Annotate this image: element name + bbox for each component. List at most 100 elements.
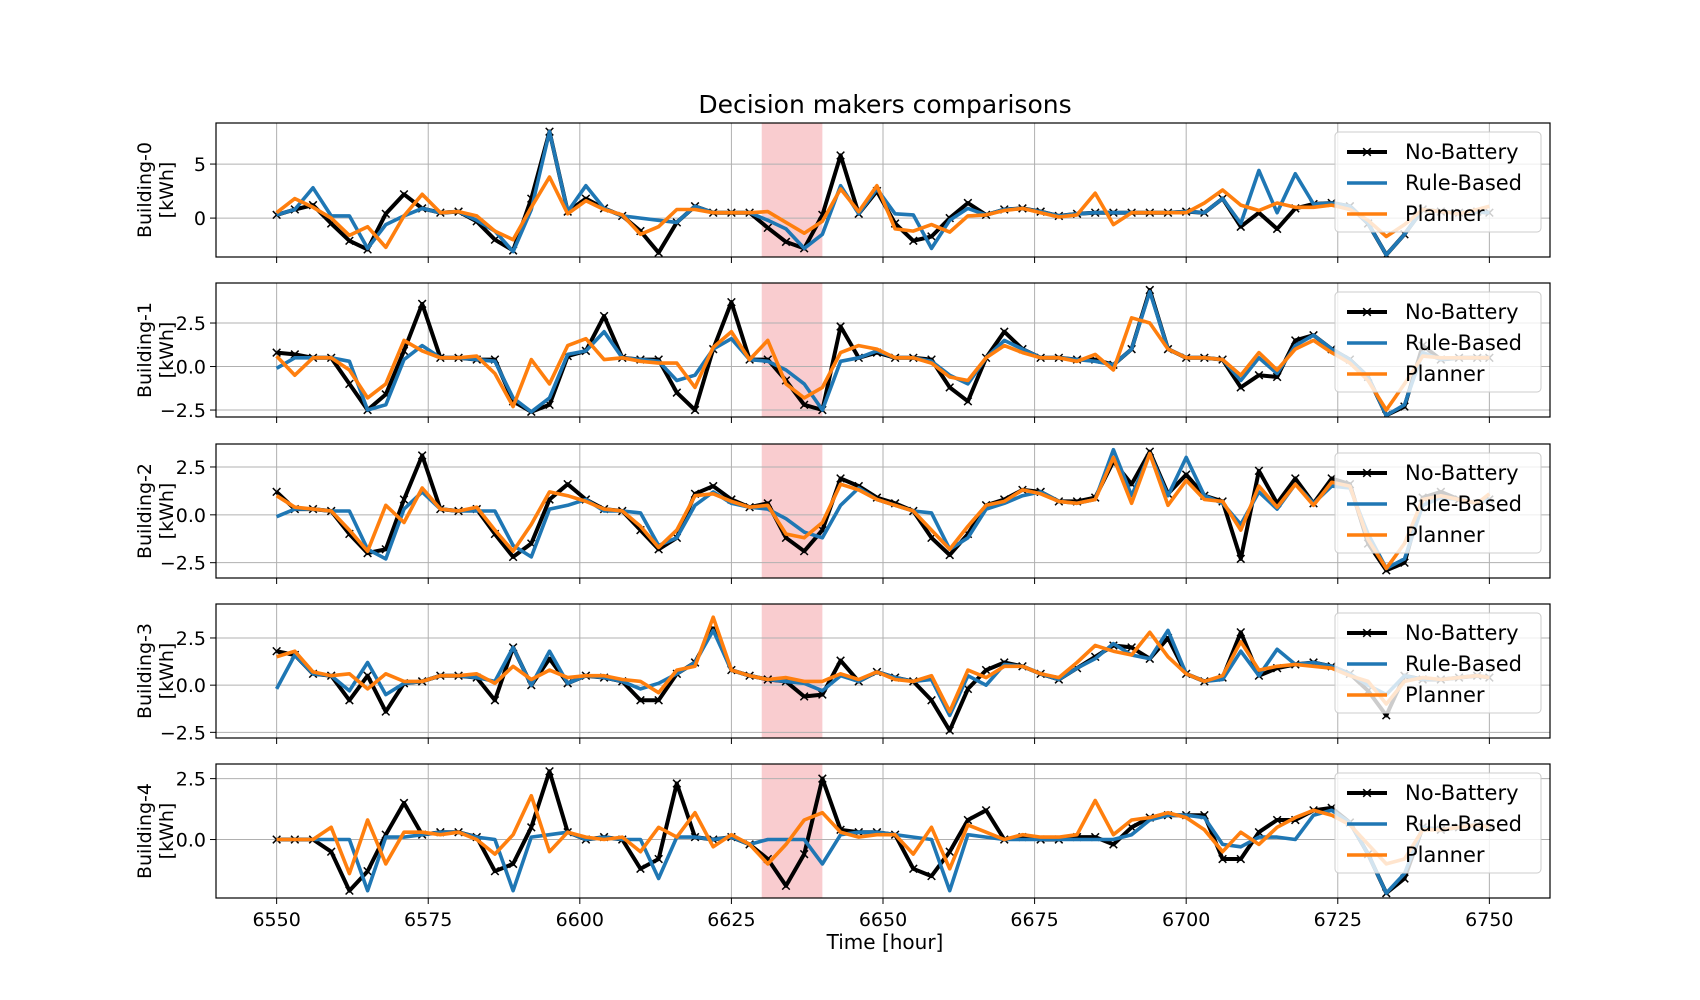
legend-label-rule-based: Rule-Based (1405, 171, 1522, 195)
x-tick-label: 6650 (859, 909, 907, 931)
data-point-marker (781, 237, 791, 247)
data-point-marker (981, 665, 991, 675)
data-point-marker (981, 805, 991, 815)
x-tick-label: 6575 (404, 909, 452, 931)
data-point-marker (672, 779, 682, 788)
legend-label-no-battery: No-Battery (1405, 781, 1519, 805)
x-tick-label: 6750 (1465, 909, 1513, 931)
data-point-marker (763, 223, 773, 233)
series-line-planner (275, 451, 1491, 571)
data-point-marker (945, 847, 955, 857)
x-axis-label: Time [hour] (826, 930, 944, 954)
data-point-marker (490, 695, 500, 705)
legend: No-Battery Rule-Based Planner (1334, 452, 1542, 554)
y-axis-label: Building-4[kWh] (134, 783, 178, 879)
legend: No-Battery Rule-Based Planner (1334, 772, 1542, 874)
data-point-marker (1145, 447, 1155, 456)
x-tick-label: 6625 (707, 909, 755, 931)
data-point-marker (654, 248, 663, 257)
data-point-marker (1254, 370, 1264, 380)
data-point-marker (908, 236, 918, 246)
data-point-marker (508, 552, 518, 562)
legend-label-no-battery: No-Battery (1405, 621, 1519, 645)
panel-2: −2.5 0.0 2.5 No-Battery Rule-Based Planner Bui… (134, 443, 1551, 584)
data-point-marker (272, 646, 281, 656)
legend-box (1334, 612, 1542, 714)
data-point-marker (1127, 823, 1136, 832)
legend-label-no-battery: No-Battery (1405, 461, 1519, 485)
series-line-planner (275, 315, 1490, 412)
data-point-marker (272, 348, 281, 357)
data-point-marker (999, 327, 1009, 337)
data-point-marker (363, 866, 372, 876)
y-axis-label: Building-0[kWh] (134, 142, 178, 238)
data-point-marker (526, 823, 536, 832)
series-line-planner (276, 793, 1490, 876)
x-tick-label: 6700 (1162, 909, 1210, 931)
legend-label-planner: Planner (1405, 362, 1485, 386)
y-axis-label-line: [kWh] (156, 643, 178, 700)
data-point-marker (690, 405, 700, 415)
y-axis-label-line: [kWh] (156, 483, 178, 540)
data-point-marker (345, 886, 354, 896)
data-point-marker (927, 871, 936, 881)
panels: 05No-BatteryRule-BasedPlannerBuilding-0[… (134, 122, 1551, 904)
data-point-marker (345, 236, 354, 246)
data-point-marker (399, 798, 409, 808)
y-tick-label: 0.0 (176, 357, 206, 379)
data-point-marker (672, 388, 682, 397)
data-point-marker (1254, 827, 1264, 837)
data-point-marker (927, 695, 936, 705)
panel-4: 0.0 2.5 No-Battery Rule-Based Planner Buildin… (134, 763, 1551, 904)
y-axis-label-line: Building-1 (134, 302, 156, 398)
legend: No-Battery Rule-Based Planner (1334, 291, 1542, 393)
data-point-marker (708, 481, 718, 491)
data-point-marker (1236, 554, 1246, 564)
x-tick-label: 6675 (1010, 909, 1058, 931)
plot-frame (215, 282, 1551, 418)
legend-marker (1362, 307, 1372, 317)
legend-box (1334, 772, 1542, 874)
legend-box (1334, 291, 1542, 393)
data-point-marker (654, 854, 663, 864)
legend-marker (1362, 147, 1372, 157)
y-tick-label: 0.0 (176, 830, 206, 852)
data-point-marker (1236, 854, 1246, 864)
data-point-marker (781, 881, 791, 891)
plot-frame (215, 122, 1551, 258)
y-tick-label: −2.5 (160, 722, 206, 744)
data-point-marker (799, 692, 809, 701)
legend-label-rule-based: Rule-Based (1405, 652, 1522, 676)
legend: No-Battery Rule-Based Planner (1334, 612, 1542, 714)
legend-label-no-battery: No-Battery (1405, 140, 1519, 164)
legend-marker (1362, 628, 1372, 638)
y-tick-label: 5 (194, 154, 206, 176)
data-point-marker (1272, 372, 1282, 382)
data-point-marker (836, 322, 845, 331)
x-axis: 6550 6575 6600 6625 6650 6675 6700 6725 6750 (252, 909, 1513, 931)
data-point-marker (636, 864, 645, 874)
data-point-marker (1236, 627, 1246, 637)
data-point-marker (381, 209, 391, 219)
legend-marker (1362, 468, 1372, 478)
y-tick-label: −2.5 (160, 400, 206, 422)
data-point-marker (545, 400, 554, 410)
legend-label-no-battery: No-Battery (1405, 300, 1519, 324)
data-point-marker (908, 864, 918, 874)
data-point-marker (272, 487, 281, 497)
data-point-marker (490, 866, 500, 876)
x-tick-label: 6550 (252, 909, 300, 931)
y-axis-label: Building-3[kWh] (134, 623, 178, 719)
data-point-marker (1272, 815, 1282, 825)
data-point-marker (818, 774, 827, 783)
legend-box (1334, 452, 1542, 554)
data-point-marker (417, 299, 427, 309)
series-group (272, 285, 1494, 417)
series-line-planner (276, 615, 1490, 714)
data-point-marker (945, 550, 955, 560)
series-line-planner (275, 175, 1490, 250)
y-tick-label: 0.0 (176, 505, 206, 527)
y-tick-label: 2.5 (176, 313, 206, 335)
y-axis-label-line: Building-4 (134, 783, 156, 879)
